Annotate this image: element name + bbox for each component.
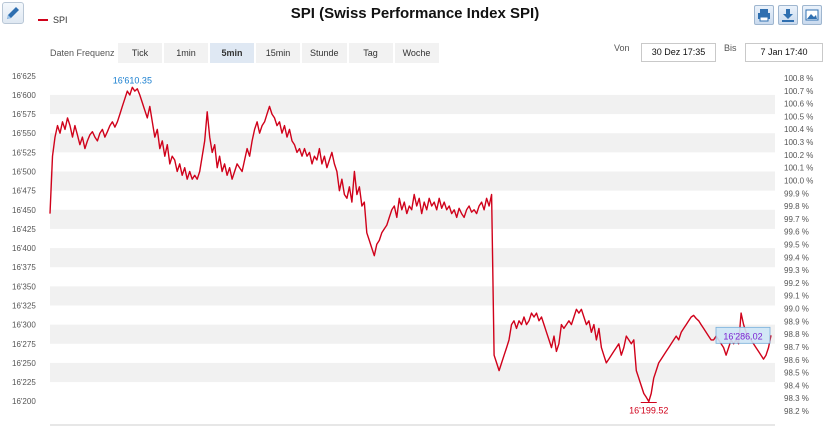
y-left-tick-label: 16'325 [12, 301, 36, 310]
frequency-option-stunde[interactable]: Stunde [302, 43, 347, 63]
toolbar [754, 5, 822, 25]
y-left-tick-label: 16'550 [12, 129, 36, 138]
from-date-input[interactable]: 30 Dez 17:35 [641, 43, 716, 62]
y-right-tick-label: 99.6 % [784, 228, 809, 237]
y-left-tick-label: 16'525 [12, 148, 36, 157]
y-right-tick-label: 98.4 % [784, 381, 809, 390]
to-date-input[interactable]: 7 Jan 17:40 [745, 43, 823, 62]
print-button[interactable] [754, 5, 774, 25]
y-left-tick-label: 16'275 [12, 340, 36, 349]
y-right-tick-label: 100.7 % [784, 87, 813, 96]
y-left-tick-label: 16'300 [12, 321, 36, 330]
y-left-tick-label: 16'250 [12, 359, 36, 368]
y-left-tick-label: 16'200 [12, 397, 36, 406]
grid-band [50, 248, 775, 268]
frequency-option-tick[interactable]: Tick [118, 43, 162, 63]
frequency-option-1min[interactable]: 1min [164, 43, 208, 63]
frequency-option-5min[interactable]: 5min [210, 43, 254, 63]
y-left-tick-label: 16'425 [12, 225, 36, 234]
last-value-label: 16'286.02 [723, 331, 762, 341]
y-right-tick-label: 99.3 % [784, 266, 809, 275]
frequency-option-woche[interactable]: Woche [394, 43, 439, 63]
y-right-tick-label: 98.8 % [784, 330, 809, 339]
y-right-tick-label: 100.8 % [784, 74, 813, 83]
y-right-tick-label: 100.4 % [784, 125, 813, 134]
download-button[interactable] [778, 5, 798, 25]
legend-label: SPI [53, 15, 68, 25]
grid-band [50, 94, 775, 115]
y-left-tick-label: 16'375 [12, 263, 36, 272]
frequency-option-15min[interactable]: 15min [256, 43, 300, 63]
to-label: Bis [724, 43, 737, 53]
y-right-tick-label: 100.5 % [784, 112, 813, 121]
legend: SPI [38, 15, 68, 25]
y-right-tick-label: 98.3 % [784, 394, 809, 403]
y-right-tick-label: 100.2 % [784, 151, 813, 160]
download-icon [782, 9, 794, 22]
y-left-tick-label: 16'600 [12, 91, 36, 100]
y-right-tick-label: 98.5 % [784, 369, 809, 378]
grid-band [50, 362, 775, 383]
grid-band [50, 133, 775, 153]
y-right-tick-label: 98.6 % [784, 356, 809, 365]
y-right-tick-label: 99.4 % [784, 253, 809, 262]
y-left-tick-label: 16'350 [12, 282, 36, 291]
from-label: Von [614, 43, 630, 53]
export-image-button[interactable] [802, 5, 822, 25]
image-icon [805, 9, 819, 21]
high-annotation: 16'610.35 [113, 75, 152, 85]
grid-band [50, 286, 775, 306]
print-icon [758, 9, 770, 22]
y-right-tick-label: 99.2 % [784, 279, 809, 288]
frequency-selector: Tick 1min 5min 15min Stunde Tag Woche [118, 43, 439, 63]
y-right-tick-label: 99.9 % [784, 189, 809, 198]
last-value-box [715, 326, 771, 344]
series-line-spi [49, 86, 772, 403]
y-left-tick-label: 16'625 [12, 72, 36, 81]
y-left-tick-label: 16'450 [12, 206, 36, 215]
edit-button[interactable] [2, 2, 24, 24]
y-right-tick-label: 100.0 % [784, 176, 813, 185]
y-right-tick-label: 100.1 % [784, 164, 813, 173]
y-right-tick-label: 99.5 % [784, 241, 809, 250]
y-left-tick-label: 16'400 [12, 244, 36, 253]
grid-band [50, 324, 775, 344]
y-left-tick-label: 16'500 [12, 168, 36, 177]
legend-swatch [38, 19, 48, 21]
y-right-tick-label: 99.1 % [784, 292, 809, 301]
y-right-tick-label: 100.3 % [784, 138, 813, 147]
y-right-tick-label: 99.7 % [784, 215, 809, 224]
y-left-tick-label: 16'225 [12, 378, 36, 387]
grid-band [50, 209, 775, 229]
y-right-tick-label: 98.2 % [784, 407, 809, 416]
frequency-option-tag[interactable]: Tag [348, 43, 393, 63]
y-right-tick-label: 100.6 % [784, 100, 813, 109]
pencil-icon [7, 7, 19, 19]
grid-band [50, 171, 775, 191]
chart-title: SPI (Swiss Performance Index SPI) [290, 5, 540, 22]
y-left-tick-label: 16'475 [12, 187, 36, 196]
y-right-tick-label: 99.8 % [784, 202, 809, 211]
y-right-tick-label: 98.9 % [784, 317, 809, 326]
y-right-tick-label: 99.0 % [784, 305, 809, 314]
y-left-tick-label: 16'575 [12, 110, 36, 119]
y-right-tick-label: 98.7 % [784, 343, 809, 352]
frequency-label: Daten Frequenz [50, 48, 115, 58]
low-annotation: 16'199.52 [629, 406, 668, 416]
